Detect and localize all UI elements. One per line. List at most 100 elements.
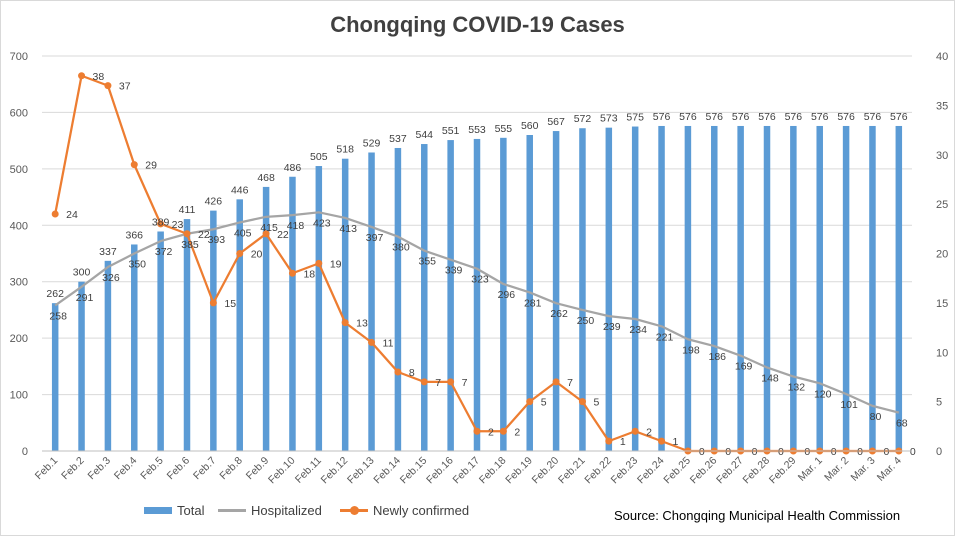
bar-total <box>579 128 586 451</box>
right-tick-label: 25 <box>936 199 948 211</box>
data-label-hospitalized: 413 <box>339 223 357 235</box>
marker-newly-confirmed <box>288 269 296 277</box>
data-label-hospitalized: 186 <box>709 351 727 363</box>
data-label-hospitalized: 355 <box>419 256 437 268</box>
data-label-hospitalized: 326 <box>102 272 120 284</box>
data-label-total: 576 <box>785 111 803 123</box>
data-label-newly-confirmed: 18 <box>303 268 315 280</box>
bar-total <box>394 147 402 451</box>
data-label-newly-confirmed: 7 <box>462 377 468 389</box>
data-label-total: 575 <box>626 112 644 124</box>
data-label-total: 366 <box>126 229 144 241</box>
x-tick-label: Feb.3 <box>86 455 114 483</box>
data-label-total: 518 <box>336 144 354 156</box>
data-label-hospitalized: 234 <box>629 324 647 336</box>
data-label-newly-confirmed: 0 <box>910 446 916 458</box>
data-label-newly-confirmed: 13 <box>356 318 368 330</box>
x-tick-label: Mar. 2 <box>822 455 851 484</box>
data-label-hospitalized: 281 <box>524 297 542 309</box>
bar-total <box>500 137 507 452</box>
data-label-newly-confirmed: 0 <box>725 446 731 458</box>
bar-total <box>289 176 296 451</box>
data-label-newly-confirmed: 19 <box>330 258 342 270</box>
data-label-newly-confirmed: 24 <box>66 209 78 221</box>
data-label-newly-confirmed: 22 <box>198 229 210 241</box>
data-label-total: 555 <box>495 123 513 135</box>
bar-total <box>183 219 191 451</box>
data-label-total: 468 <box>257 172 275 184</box>
right-tick-label: 40 <box>936 51 948 63</box>
data-label-newly-confirmed: 7 <box>435 377 441 389</box>
data-label-newly-confirmed: 11 <box>383 337 394 349</box>
data-label-hospitalized: 350 <box>129 259 147 271</box>
data-label-hospitalized: 397 <box>366 232 384 244</box>
data-label-total: 560 <box>521 120 539 132</box>
bar-total <box>236 199 243 451</box>
data-label-newly-confirmed: 5 <box>593 397 599 409</box>
bar-total <box>711 125 718 451</box>
marker-newly-confirmed <box>262 230 270 238</box>
marker-newly-confirmed <box>51 210 59 218</box>
data-label-newly-confirmed: 0 <box>883 446 889 458</box>
x-tick-label: Feb.18 <box>477 455 509 487</box>
x-tick-label: Feb.19 <box>503 455 535 487</box>
right-tick-label: 5 <box>936 397 942 409</box>
data-label-hospitalized: 262 <box>550 308 568 320</box>
data-label-total: 576 <box>890 111 908 123</box>
bar-total <box>447 140 454 452</box>
legend-hospitalized-swatch <box>218 509 246 512</box>
legend-newly-confirmed-marker <box>350 506 359 515</box>
data-label-hospitalized: 415 <box>260 222 278 234</box>
data-label-newly-confirmed: 5 <box>541 397 547 409</box>
data-label-newly-confirmed: 0 <box>699 446 705 458</box>
right-tick-label: 20 <box>936 249 948 261</box>
x-tick-label: Mar. 4 <box>875 455 904 484</box>
data-label-total: 300 <box>73 267 91 279</box>
data-label-hospitalized: 101 <box>840 399 858 411</box>
marker-newly-confirmed <box>526 398 534 406</box>
bar-total <box>262 186 270 451</box>
x-tick-label: Feb.21 <box>556 455 588 487</box>
marker-newly-confirmed <box>183 230 191 238</box>
data-label-hospitalized: 250 <box>577 315 595 327</box>
data-label-total: 529 <box>363 137 381 149</box>
data-label-hospitalized: 372 <box>155 246 173 258</box>
data-label-hospitalized: 68 <box>896 418 908 430</box>
data-label-total: 576 <box>653 111 671 123</box>
x-tick-label: Feb.15 <box>398 455 430 487</box>
x-tick-label: Feb.23 <box>609 455 641 487</box>
data-label-total: 446 <box>231 184 249 196</box>
bar-total <box>816 125 823 451</box>
data-label-newly-confirmed: 0 <box>778 446 784 458</box>
marker-newly-confirmed <box>78 72 86 80</box>
marker-newly-confirmed <box>157 220 165 228</box>
data-label-hospitalized: 148 <box>761 372 779 384</box>
source-note: Source: Chongqing Municipal Health Commi… <box>614 508 901 523</box>
bar-total <box>368 152 375 451</box>
x-tick-label: Feb.12 <box>319 455 351 487</box>
marker-newly-confirmed <box>499 427 507 435</box>
legend-newly-confirmed-swatch <box>340 506 368 515</box>
right-tick-label: 35 <box>936 100 948 112</box>
data-label-total: 576 <box>811 111 829 123</box>
marker-newly-confirmed <box>130 161 138 169</box>
data-label-total: 553 <box>468 124 486 136</box>
bars-layer <box>51 125 903 452</box>
data-label-newly-confirmed: 29 <box>145 160 157 172</box>
marker-newly-confirmed <box>394 368 402 376</box>
bar-total <box>605 127 613 452</box>
line-hospitalized <box>54 211 900 414</box>
x-tick-label: Feb.10 <box>266 455 298 487</box>
x-tick-label: Feb.27 <box>714 455 746 487</box>
right-tick-label: 0 <box>936 446 942 458</box>
data-label-hospitalized: 339 <box>445 265 463 277</box>
marker-newly-confirmed <box>420 378 428 386</box>
bar-total <box>684 125 692 451</box>
bar-total <box>210 210 217 451</box>
left-tick-label: 600 <box>10 107 28 119</box>
data-label-total: 573 <box>600 113 618 125</box>
data-label-hospitalized: 323 <box>471 274 489 286</box>
x-tick-label: Feb.24 <box>635 455 667 487</box>
hospitalized-layer <box>54 211 900 414</box>
x-tick-label: Feb.4 <box>112 455 140 483</box>
